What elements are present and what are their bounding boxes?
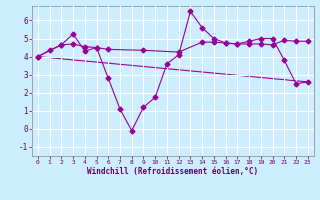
X-axis label: Windchill (Refroidissement éolien,°C): Windchill (Refroidissement éolien,°C) xyxy=(87,167,258,176)
